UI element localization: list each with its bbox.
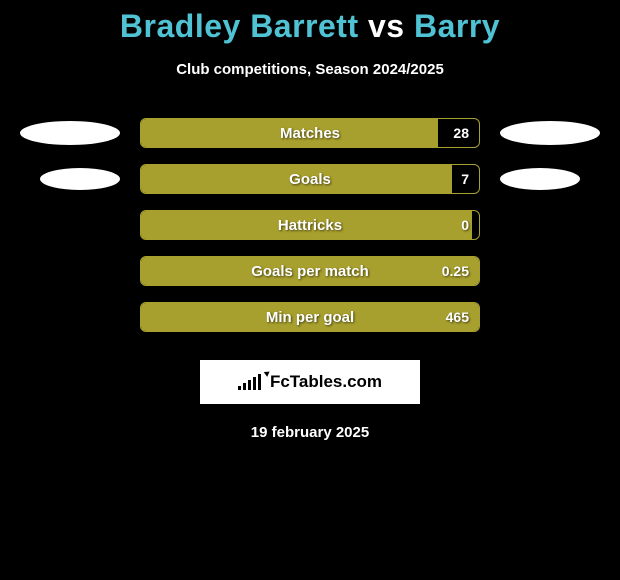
- player1-name: Bradley Barrett: [120, 8, 359, 44]
- stat-bar: Hattricks0: [140, 210, 480, 240]
- logo-bar-segment: [258, 374, 261, 390]
- page-title: Bradley Barrett vs Barry: [0, 8, 620, 45]
- right-placeholder: [500, 305, 600, 329]
- left-placeholder: [20, 259, 120, 283]
- right-placeholder: [500, 213, 600, 237]
- stat-bar: Min per goal465: [140, 302, 480, 332]
- stat-label: Goals per match: [141, 257, 479, 285]
- right-ellipse: [500, 168, 580, 190]
- stat-label: Hattricks: [141, 211, 479, 239]
- logo-bar-segment: [238, 386, 241, 390]
- player2-name: Barry: [414, 8, 500, 44]
- stat-value: 7: [461, 165, 469, 193]
- stat-row: Goals per match0.25: [0, 256, 620, 286]
- logo-box[interactable]: FcTables.com: [200, 360, 420, 404]
- barchart-icon: [238, 372, 266, 392]
- subtitle: Club competitions, Season 2024/2025: [0, 61, 620, 78]
- right-placeholder: [500, 259, 600, 283]
- stats-container: Matches28 Goals7 Hattricks0 Goals per match…: [0, 118, 620, 332]
- date-text: 19 february 2025: [0, 424, 620, 441]
- stat-bar: Goals7: [140, 164, 480, 194]
- stat-label: Min per goal: [141, 303, 479, 331]
- left-ellipse: [20, 121, 120, 145]
- stat-bar: Goals per match0.25: [140, 256, 480, 286]
- right-ellipse: [500, 121, 600, 145]
- stat-value: 0.25: [442, 257, 469, 285]
- logo-bar-segment: [243, 383, 246, 390]
- left-placeholder: [20, 305, 120, 329]
- logo-bar-segment: [253, 377, 256, 390]
- vs-text: vs: [368, 8, 405, 44]
- logo-text: FcTables.com: [270, 372, 382, 392]
- stat-value: 465: [446, 303, 469, 331]
- stat-value: 28: [453, 119, 469, 147]
- logo-bar-segment: [248, 380, 251, 390]
- stat-row: Hattricks0: [0, 210, 620, 240]
- stat-row: Min per goal465: [0, 302, 620, 332]
- stat-row: Goals7: [0, 164, 620, 194]
- stat-label: Goals: [141, 165, 479, 193]
- page-container: Bradley Barrett vs Barry Club competitio…: [0, 0, 620, 441]
- left-ellipse: [40, 168, 120, 190]
- stat-value: 0: [461, 211, 469, 239]
- left-placeholder: [20, 213, 120, 237]
- stat-row: Matches28: [0, 118, 620, 148]
- stat-bar: Matches28: [140, 118, 480, 148]
- stat-label: Matches: [141, 119, 479, 147]
